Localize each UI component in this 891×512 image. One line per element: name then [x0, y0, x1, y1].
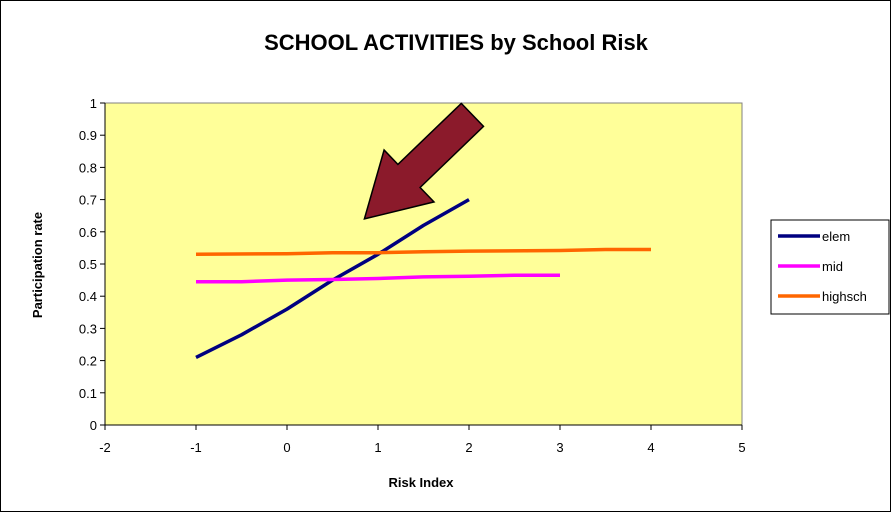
y-tick-label: 0.7	[79, 193, 97, 208]
x-tick-label: 0	[283, 440, 290, 455]
axes-layer: 0 0.1 0.2 0.3 0.4 0.5 0.6 0.7 0.8 0.9 1 -2 -1 0 1 2 3 4 5	[79, 96, 746, 455]
y-tick-label: 0.4	[79, 289, 97, 304]
x-tick-label: 4	[647, 440, 654, 455]
x-axis-title: Risk Index	[388, 475, 454, 490]
x-tick-label: -1	[190, 440, 202, 455]
y-tick-label: 0.3	[79, 321, 97, 336]
series-line-highsch	[195, 247, 651, 257]
series-layer	[195, 198, 651, 359]
x-tick-label: 2	[465, 440, 472, 455]
y-tick-label: 0.8	[79, 160, 97, 175]
series-line-mid	[196, 273, 560, 284]
annotation-arrow	[363, 102, 485, 220]
chart-legend: elem mid highsch	[770, 219, 890, 315]
legend-label-elem: elem	[822, 229, 850, 244]
x-tick-label: -2	[99, 440, 111, 455]
chart-title: SCHOOL ACTIVITIES by School Risk	[264, 30, 649, 55]
y-tick-label: 0.9	[79, 128, 97, 143]
x-tick-label: 3	[556, 440, 563, 455]
y-tick-label: 1	[90, 96, 97, 111]
legend-label-mid: mid	[822, 259, 843, 274]
y-tick-label: 0.5	[79, 257, 97, 272]
x-tick-label: 1	[374, 440, 381, 455]
legend-label-highsch: highsch	[822, 289, 867, 304]
y-axis-title: Participation rate	[30, 212, 45, 318]
y-tick-label: 0	[90, 418, 97, 433]
x-tick-label: 5	[738, 440, 745, 455]
y-tick-label: 0.1	[79, 386, 97, 401]
y-tick-label: 0.6	[79, 225, 97, 240]
y-tick-label: 0.2	[79, 354, 97, 369]
